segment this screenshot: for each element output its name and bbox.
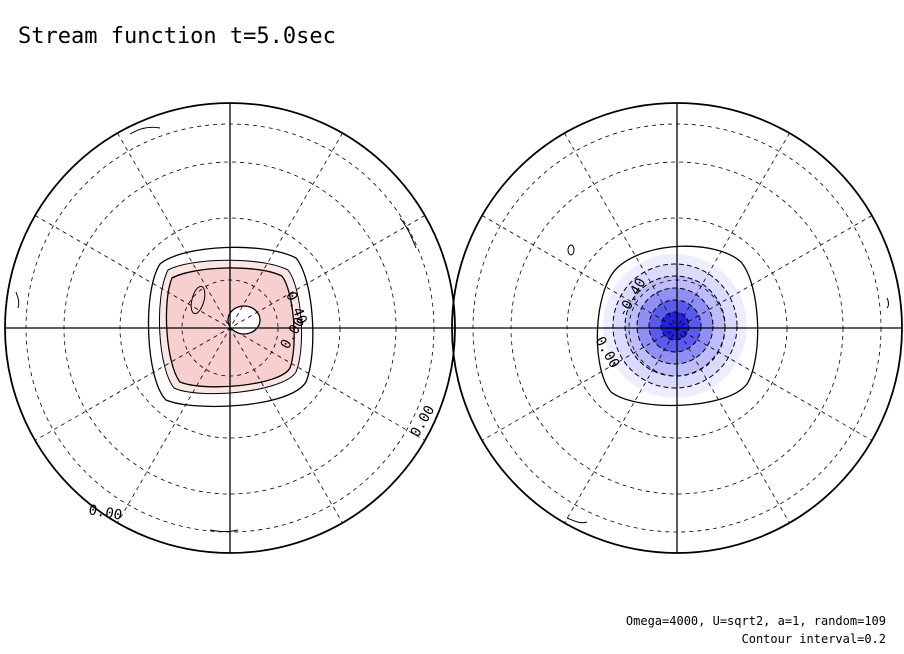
chart-title: Stream function t=5.0sec bbox=[18, 24, 336, 49]
right-contour-neg-1 bbox=[612, 263, 738, 389]
right-edge-contour-1 bbox=[566, 517, 588, 524]
parameters-caption: Omega=4000, U=sqrt2, a=1, random=109 bbox=[625, 614, 886, 628]
contour-interval-caption: Contour interval=0.2 bbox=[741, 632, 887, 646]
right-polar-plot: -0.40 0.00 bbox=[451, 102, 903, 554]
left-label-0-00-c: 0.00 bbox=[87, 502, 123, 524]
left-contour-0-40 bbox=[165, 267, 295, 388]
right-contour-neg-4 bbox=[648, 299, 702, 353]
right-edge-contour-2 bbox=[886, 297, 889, 309]
right-outer-boundary bbox=[451, 102, 903, 554]
right-contour-neg-5 bbox=[660, 311, 690, 341]
right-small-contour bbox=[567, 244, 575, 256]
right-contour-0-00 bbox=[596, 245, 759, 407]
left-contour-0-00 bbox=[147, 246, 314, 408]
left-contour-0-20 bbox=[158, 259, 303, 395]
left-edge-contour-3 bbox=[15, 291, 20, 309]
left-edge-contour-1 bbox=[129, 126, 161, 135]
left-small-contour bbox=[190, 285, 206, 315]
left-edge-contour-2 bbox=[399, 217, 417, 249]
left-edge-contour-4 bbox=[209, 529, 239, 532]
right-contour-neg-3 bbox=[636, 287, 714, 365]
left-polar-plot: 0.40 0.00 0.00 0.00 bbox=[4, 102, 456, 554]
